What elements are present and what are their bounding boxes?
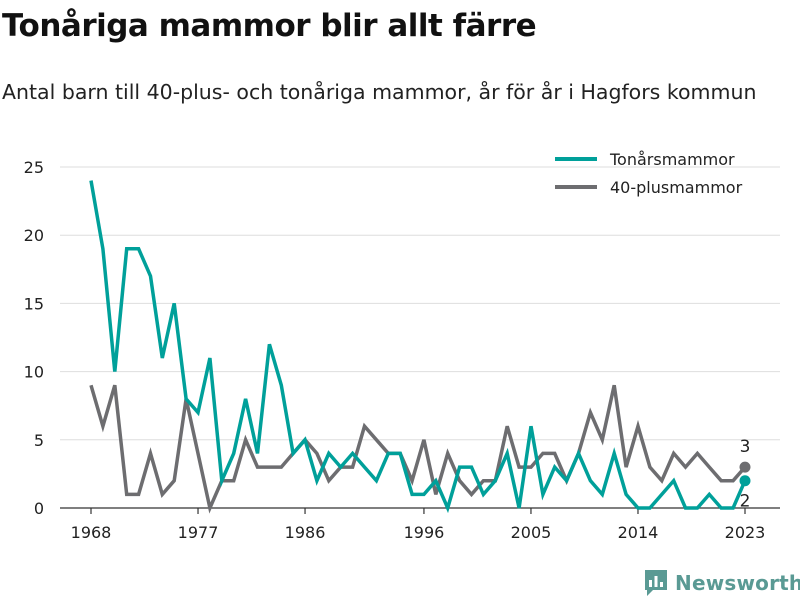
legend-label: Tonårsmammor [609,150,735,169]
chart-title: Tonåriga mammor blir allt färre [2,8,537,44]
chart-subtitle: Antal barn till 40-plus- och tonåriga ma… [2,80,757,104]
x-tick-label: 1996 [404,523,445,542]
end-value-label: 3 [740,437,751,457]
brand-name: Newsworthy [675,571,800,595]
x-tick-label: 2005 [511,523,552,542]
bar-chart-icon [645,570,667,596]
x-tick-label: 2014 [618,523,659,542]
newsworthy-logo: Newsworthy [644,568,800,598]
end-point-40-plusmammor [739,461,751,473]
y-tick-label: 0 [34,499,44,518]
x-tick-label: 1977 [178,523,219,542]
x-tick-label: 2023 [725,523,766,542]
y-tick-label: 10 [24,363,44,382]
y-tick-label: 20 [24,226,44,245]
series-line-tonårsmammor [89,180,747,514]
x-tick-label: 1968 [71,523,112,542]
end-value-label: 2 [740,492,751,512]
x-tick-label: 1986 [285,523,326,542]
y-tick-label: 15 [24,294,44,313]
y-tick-label: 25 [24,158,44,177]
end-point-tonårsmammor [739,475,751,487]
y-tick-label: 5 [34,431,44,450]
series-line-40-plusmammor [89,384,747,514]
legend-label: 40-plusmammor [610,178,743,197]
